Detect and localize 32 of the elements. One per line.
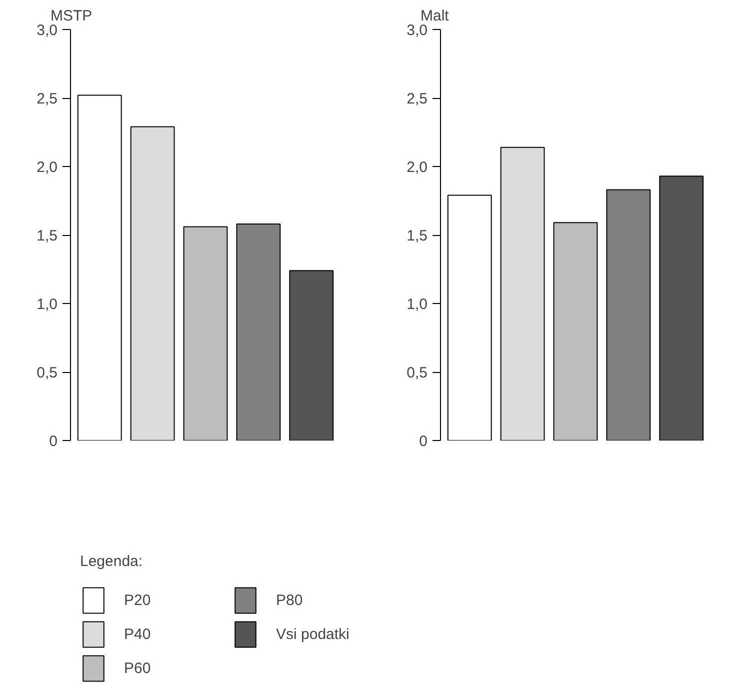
y-tick-label: 2,0	[406, 159, 428, 176]
bar	[553, 222, 598, 440]
bar	[606, 189, 651, 440]
legend-label: P60	[124, 660, 151, 676]
legend-label: P20	[124, 592, 151, 608]
bar	[183, 226, 228, 440]
legend-label: P80	[276, 592, 303, 608]
y-tick-label: 3,0	[36, 22, 58, 39]
bar	[447, 194, 492, 440]
bar	[236, 224, 281, 440]
y-tick-label: 3,0	[406, 22, 428, 39]
y-tick-label: 2,5	[36, 90, 58, 108]
legend-title: Legenda:	[80, 553, 144, 570]
y-tick-label: 2,5	[406, 90, 428, 108]
y-tick-label: 0	[49, 433, 58, 450]
y-tick-label: 0,5	[406, 364, 428, 382]
y-tick-label: 1,5	[406, 228, 428, 244]
bar	[130, 126, 175, 440]
y-tick-label: 1,0	[36, 296, 58, 313]
y-tick-label: 0	[419, 433, 428, 450]
chart-title: MSTP	[50, 8, 92, 24]
legend-label: P40	[124, 626, 151, 642]
y-tick-label: 0,5	[36, 364, 58, 382]
legend-label: Vsi podatki	[276, 626, 350, 642]
bar	[77, 94, 122, 440]
bar	[289, 270, 334, 440]
chart-title: Malt	[420, 8, 450, 24]
y-tick-label: 1,0	[406, 296, 428, 313]
bar	[659, 176, 704, 440]
bar	[500, 146, 545, 440]
y-tick-label: 1,5	[36, 228, 58, 244]
y-tick-label: 2,0	[36, 159, 58, 176]
